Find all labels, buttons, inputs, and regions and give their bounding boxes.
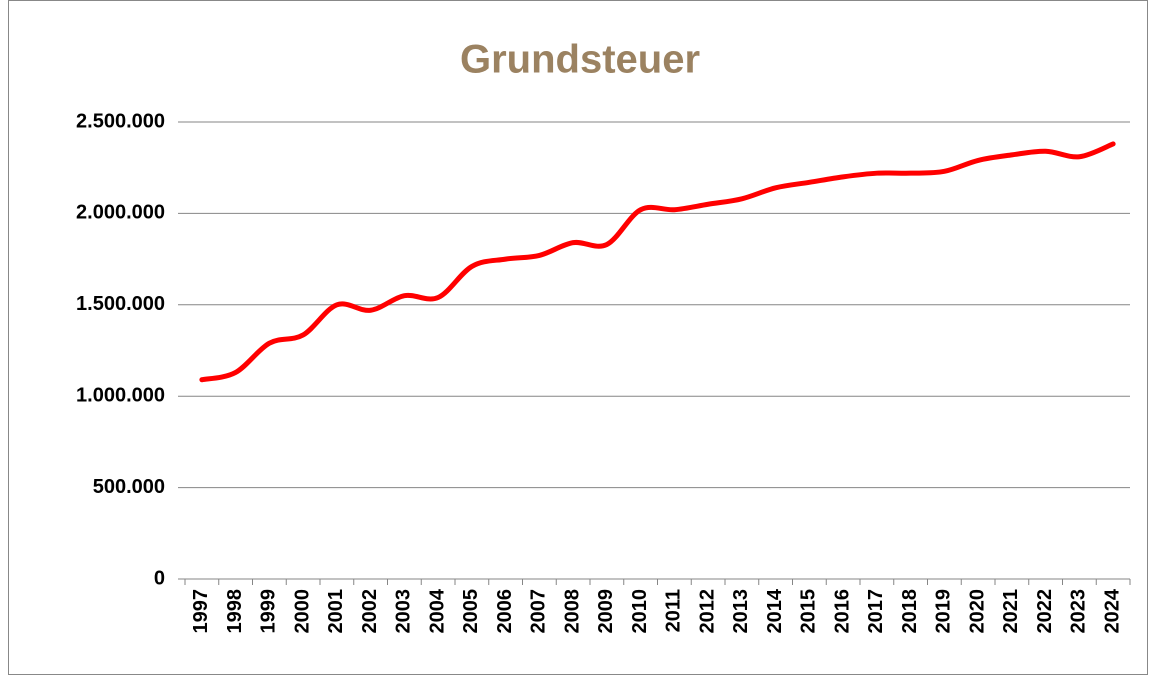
- chart-title: Grundsteuer: [460, 38, 700, 82]
- y-tick-label: 500.000: [93, 476, 165, 498]
- x-tick-label: 2005: [460, 589, 482, 634]
- x-tick-label: 2004: [426, 588, 448, 633]
- x-tick-label: 1999: [258, 589, 280, 634]
- x-tick-label: 2015: [798, 589, 820, 634]
- x-tick-label: 2000: [291, 589, 313, 634]
- y-tick-label: 0: [154, 567, 165, 589]
- chart-frame: [8, 0, 1148, 675]
- y-tick-label: 1.000.000: [76, 384, 165, 406]
- x-tick-label: 1997: [190, 589, 212, 634]
- x-tick-label: 1998: [224, 589, 246, 634]
- x-tick-label: 2018: [899, 589, 921, 634]
- x-tick-label: 2020: [966, 589, 988, 634]
- x-tick-label: 2023: [1068, 589, 1090, 634]
- y-tick-label: 2.000.000: [76, 202, 165, 224]
- x-tick-label: 2003: [393, 589, 415, 634]
- x-tick-label: 2021: [1000, 589, 1022, 634]
- x-tick-label: 2011: [663, 589, 685, 632]
- x-tick-label: 2010: [629, 589, 651, 634]
- y-tick-label: 1.500.000: [76, 293, 165, 315]
- x-tick-label: 2009: [595, 589, 617, 634]
- x-tick-label: 2002: [359, 589, 381, 634]
- x-tick-label: 2016: [831, 589, 853, 634]
- y-tick-label: 2.500.000: [76, 110, 165, 132]
- data-line: [199, 141, 1116, 383]
- x-tick-label: 2024: [1101, 588, 1123, 633]
- x-tick-label: 2001: [325, 589, 347, 634]
- x-tick-label: 2022: [1034, 589, 1056, 634]
- x-tick-label: 2019: [933, 589, 955, 634]
- x-tick-label: 2007: [528, 589, 550, 634]
- x-tick-label: 2014: [764, 588, 786, 633]
- x-tick-label: 2008: [561, 589, 583, 634]
- x-tick-label: 2017: [865, 589, 887, 634]
- x-tick-label: 2006: [494, 589, 516, 634]
- x-tick-label: 2012: [696, 589, 718, 634]
- x-tick-label: 2013: [730, 589, 752, 634]
